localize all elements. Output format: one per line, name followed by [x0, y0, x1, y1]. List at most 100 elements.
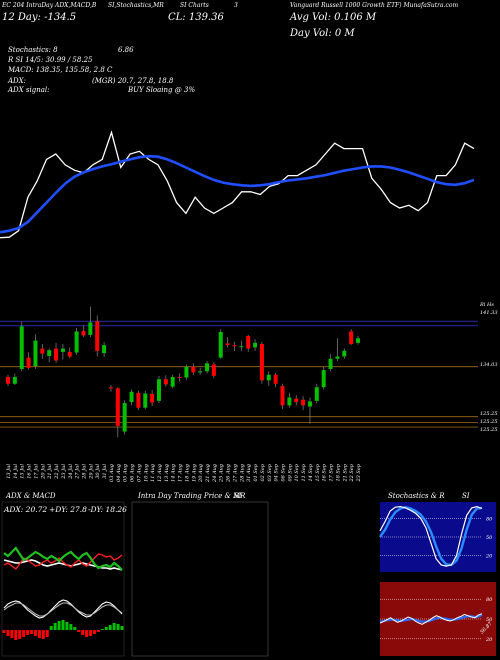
candle-body	[232, 345, 237, 347]
candle	[115, 387, 120, 438]
adx-signal-value: BUY Sloaing @ 3%	[127, 86, 195, 94]
candle-body	[95, 321, 100, 351]
date-label: 30 Jul	[95, 464, 101, 479]
candle-body	[47, 350, 52, 356]
adx-line	[3, 559, 123, 571]
candle	[232, 341, 237, 351]
candle	[156, 375, 161, 404]
candle-body	[12, 376, 17, 384]
date-label: 25 Aug	[219, 464, 225, 483]
stoch-level-label: 50	[486, 535, 493, 541]
date-label: 09 Sep	[287, 463, 293, 481]
macd-bar	[81, 630, 85, 635]
macd-bar	[53, 623, 57, 630]
candle	[294, 395, 299, 406]
date-label: 11 Sep	[301, 463, 307, 481]
candle-body	[54, 348, 59, 361]
stochastics-lines: 80 50 20	[379, 505, 493, 567]
date-label: 16 Jul	[27, 464, 33, 479]
candle-body	[143, 393, 148, 408]
date-label: 31 Jul	[102, 464, 108, 479]
candle	[307, 397, 312, 424]
rsi-level-label: 80	[486, 597, 493, 603]
macd-bar	[30, 630, 34, 634]
date-label: 22 Sep	[349, 463, 355, 482]
date-label: 28 Jul	[81, 464, 87, 480]
candle	[60, 343, 65, 360]
candle	[170, 374, 175, 389]
candle-body	[115, 388, 120, 426]
date-label: 24 Aug	[212, 464, 218, 483]
minus-di-line	[3, 553, 123, 570]
candle	[184, 364, 189, 380]
date-label: 10 Sep	[294, 463, 300, 481]
macd-bar	[112, 623, 116, 630]
candle	[150, 390, 155, 406]
candle	[67, 347, 72, 359]
header-title: EC 204 IntraDay ADX,MACD,B	[1, 2, 97, 9]
adx-panel-adx: ADX: 20.72	[3, 505, 47, 514]
candle	[239, 340, 244, 351]
macd-bar	[49, 626, 53, 630]
day-change: 12 Day: -134.5	[2, 12, 76, 23]
candle-body	[40, 348, 45, 354]
macd-bar	[45, 630, 49, 637]
candle	[81, 325, 86, 338]
candle	[191, 363, 196, 376]
indicator-lines	[0, 130, 475, 239]
day-volume: Day Vol: 0 M	[289, 28, 355, 39]
candle-body	[88, 322, 93, 335]
date-label: 17 Sep	[329, 463, 335, 481]
date-label: 16 Sep	[322, 463, 328, 481]
price-level-label: 141.33	[480, 310, 498, 316]
date-label: 05 Aug	[123, 464, 129, 482]
candle-body	[122, 403, 127, 432]
candle	[342, 348, 347, 359]
macd-bar	[108, 625, 112, 630]
date-label: 14 Jul	[13, 464, 19, 479]
candle-body	[60, 348, 65, 352]
candle	[321, 366, 326, 390]
candle	[26, 352, 31, 370]
candle-body	[342, 350, 347, 357]
date-label: 21 Jul	[47, 464, 53, 480]
macd-bar	[33, 630, 37, 636]
date-label: 04 Aug	[116, 464, 122, 482]
header-site: SI Charts	[180, 2, 209, 9]
macd-bar	[41, 630, 45, 639]
macd-bar	[92, 630, 96, 634]
macd-bar	[14, 630, 18, 640]
date-label: 03 Sep	[267, 463, 273, 481]
candle	[129, 389, 134, 406]
candle	[335, 338, 340, 362]
candle	[102, 341, 107, 358]
candle-body	[129, 391, 134, 402]
adx-value: (MGR) 20.7, 27.8, 18.8	[92, 77, 174, 85]
stoch-k-line	[379, 505, 483, 567]
date-label: 17 Aug	[178, 464, 184, 482]
plus-di-line	[3, 546, 123, 571]
macd-bar	[96, 630, 100, 632]
candle-body	[253, 342, 258, 348]
candle	[122, 400, 127, 435]
date-label: 24 Jul	[68, 464, 74, 480]
candle-body	[301, 399, 306, 406]
price-level-label: 125.25	[480, 411, 498, 417]
macd-bar	[100, 629, 104, 630]
stoch-value: 6.86	[118, 46, 134, 54]
candle-body	[184, 366, 189, 378]
candle	[280, 383, 285, 409]
candle	[88, 306, 93, 338]
candle-body	[33, 340, 38, 367]
macd-bar	[22, 630, 26, 637]
candle	[205, 361, 210, 374]
candle	[108, 384, 113, 392]
candle-body	[307, 401, 312, 407]
macd-line	[3, 599, 123, 619]
date-label: 14 Aug	[171, 464, 177, 482]
candle-body	[259, 343, 264, 381]
candle	[253, 339, 258, 351]
date-label: 19 Aug	[191, 464, 197, 482]
date-label: 20 Jul	[40, 464, 46, 480]
